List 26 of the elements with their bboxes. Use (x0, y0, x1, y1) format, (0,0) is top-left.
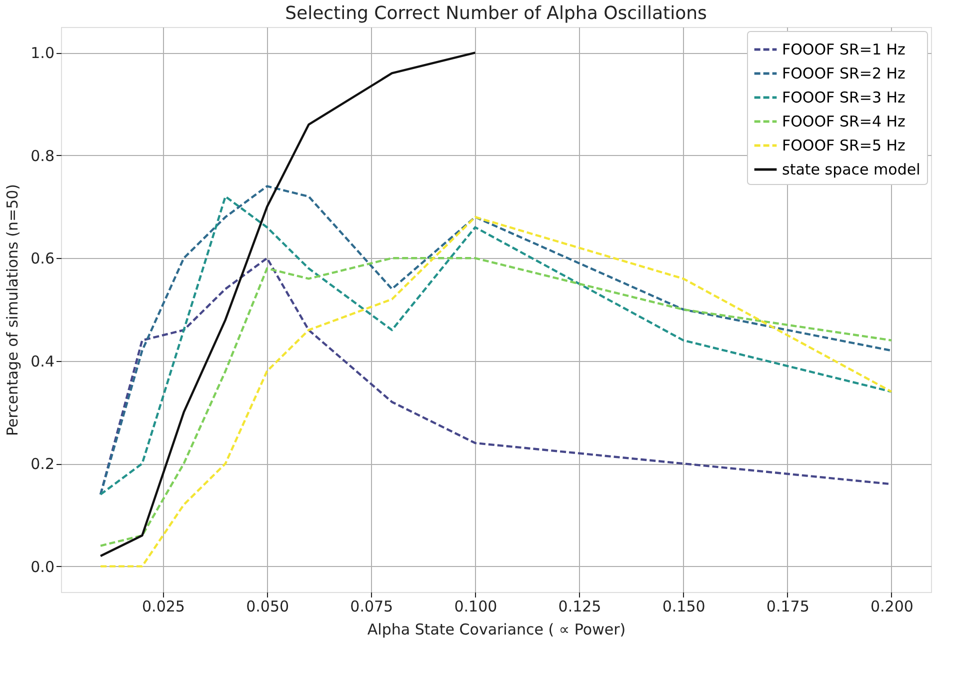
chart-title: Selecting Correct Number of Alpha Oscillations (285, 3, 707, 24)
legend-label: FOOOF SR=5 Hz (782, 136, 906, 154)
x-tick-label: 0.125 (558, 598, 602, 616)
y-tick-label: 1.0 (30, 44, 54, 62)
y-tick-label: 0.4 (30, 352, 54, 370)
line-series (99, 257, 893, 547)
legend-label: FOOOF SR=3 Hz (782, 88, 906, 106)
line-series (99, 52, 476, 558)
x-tick-label: 0.025 (142, 598, 185, 616)
y-tick-label: 0.6 (30, 250, 54, 268)
x-tick-label: 0.150 (662, 598, 706, 616)
x-tick-label: 0.050 (246, 598, 290, 616)
y-tick-label: 0.2 (30, 455, 54, 474)
y-axis-title: Percentage of simulations (n=50) (4, 184, 22, 436)
legend-label: FOOOF SR=2 Hz (782, 64, 906, 82)
y-tick-label: 0.8 (30, 146, 54, 165)
legend-label: state space model (782, 160, 920, 178)
x-tick-label: 0.200 (870, 598, 914, 616)
y-tick-label: 0.0 (30, 558, 54, 576)
x-tick-label: 0.075 (350, 598, 394, 616)
legend-label: FOOOF SR=4 Hz (782, 112, 906, 130)
x-tick-label: 0.100 (454, 598, 498, 616)
line-series (99, 216, 893, 568)
legend-label: FOOOF SR=1 Hz (782, 40, 906, 58)
x-tick-label: 0.175 (766, 598, 810, 616)
x-axis-title: Alpha State Covariance ( ∝ Power) (367, 620, 626, 638)
